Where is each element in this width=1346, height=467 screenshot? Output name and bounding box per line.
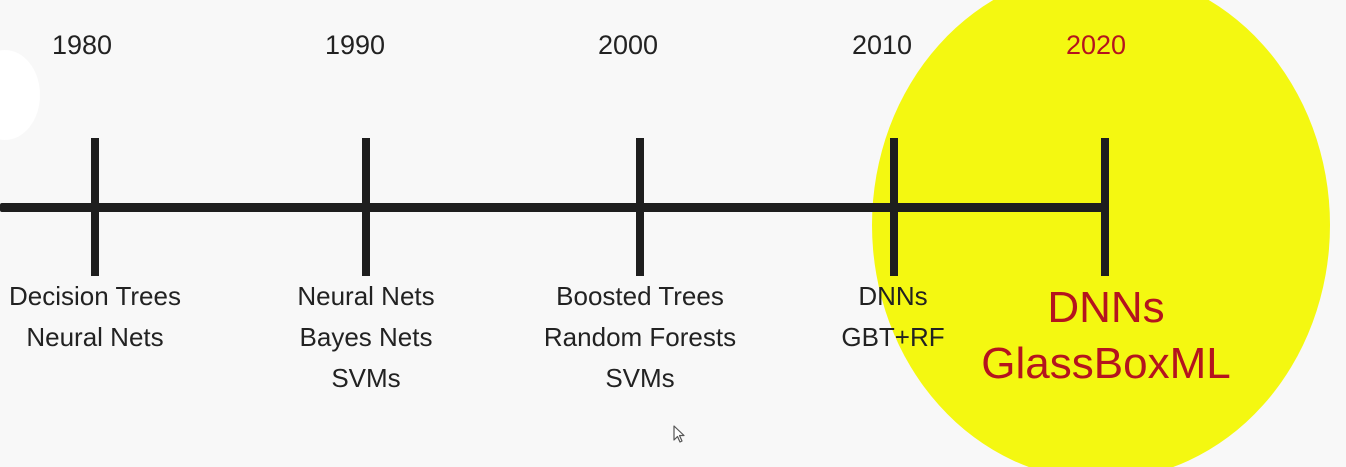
- method-label: Neural Nets: [26, 322, 164, 352]
- timeline-axis: [0, 203, 1106, 212]
- method-label: Bayes Nets: [299, 322, 433, 352]
- mouse-pointer-icon: [673, 425, 685, 443]
- year-label-2010: 2010: [851, 30, 913, 60]
- year-label-1980: 1980: [51, 30, 113, 60]
- year-label-1990: 1990: [324, 30, 386, 60]
- method-label: Random Forests: [543, 322, 737, 352]
- epoch-1990-methods: Neural Nets Bayes Nets SVMs: [226, 276, 506, 399]
- method-label: GBT+RF: [841, 322, 945, 352]
- year-label-2020: 2020: [1065, 30, 1127, 60]
- method-label: DNNs: [858, 281, 928, 311]
- epoch-1980-methods: Decision Trees Neural Nets: [0, 276, 235, 358]
- tick-2000: [636, 138, 644, 276]
- method-label: Neural Nets: [297, 281, 435, 311]
- method-label: DNNs: [1047, 283, 1165, 332]
- tick-2020: [1101, 138, 1109, 276]
- method-label: Decision Trees: [9, 281, 181, 311]
- epoch-2010-methods: DNNs GBT+RF: [753, 276, 1033, 358]
- method-label: Boosted Trees: [556, 281, 724, 311]
- tick-2010: [890, 138, 898, 276]
- epoch-2000-methods: Boosted Trees Random Forests SVMs: [500, 276, 780, 399]
- method-label: GlassBoxML: [981, 339, 1231, 388]
- background-smudge: [0, 50, 40, 140]
- tick-1980: [91, 138, 99, 276]
- epoch-2020-methods: DNNs GlassBoxML: [941, 280, 1271, 392]
- year-label-2000: 2000: [597, 30, 659, 60]
- method-label: SVMs: [605, 363, 675, 393]
- tick-1990: [362, 138, 370, 276]
- method-label: SVMs: [331, 363, 401, 393]
